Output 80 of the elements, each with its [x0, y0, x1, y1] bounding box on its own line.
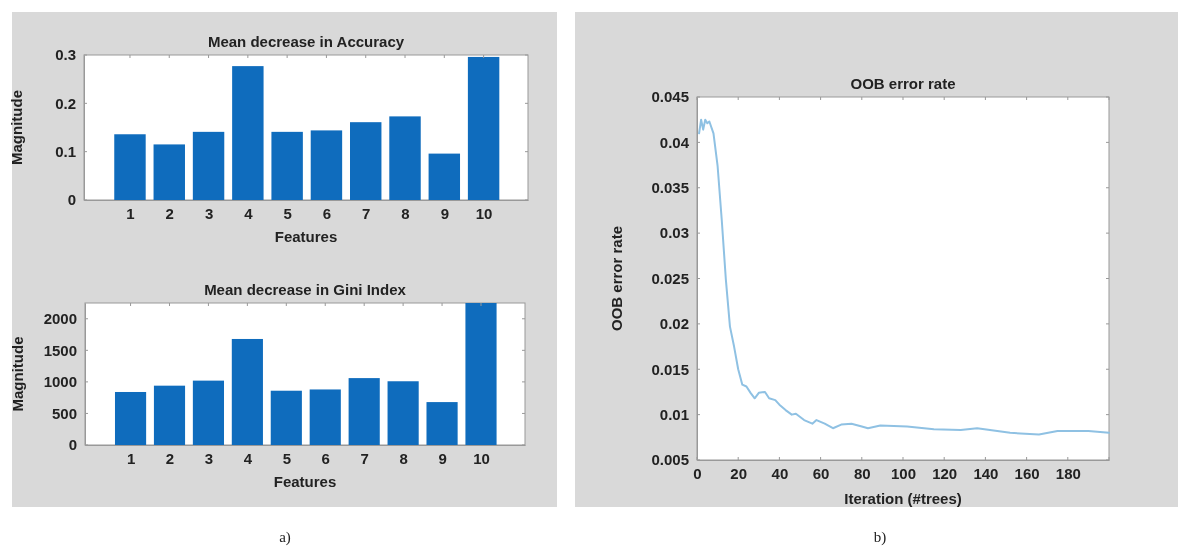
chart-title: OOB error rate: [850, 75, 956, 92]
bar: [467, 56, 500, 200]
bar: [192, 131, 225, 200]
y-axis-title: Magnitude: [8, 90, 25, 165]
x-tick-label: 7: [362, 204, 371, 222]
x-tick-label: 160: [1014, 464, 1040, 482]
x-tick-label: 8: [399, 449, 408, 467]
bar: [153, 385, 186, 445]
x-tick-label: 120: [932, 464, 958, 482]
x-tick-label: 5: [282, 449, 291, 467]
y-tick-label: 0: [67, 191, 76, 209]
bar: [310, 130, 343, 200]
y-axis-title: Magnitude: [9, 336, 26, 412]
x-tick-label: 180: [1055, 464, 1081, 482]
y-tick-label: 0.005: [651, 451, 689, 469]
x-tick-label: 6: [321, 449, 330, 467]
line-series: [698, 118, 1110, 436]
x-tick-label: 6: [322, 204, 332, 222]
x-tick-label: 3: [204, 204, 214, 222]
bar: [350, 122, 382, 200]
x-tick-label: 3: [204, 449, 214, 467]
bar: [114, 134, 146, 200]
bar: [465, 303, 497, 445]
x-tick-label: 1: [126, 449, 136, 467]
x-tick-label: 4: [243, 449, 253, 467]
x-tick-label: 60: [812, 464, 830, 482]
y-tick-label: 0.045: [651, 88, 689, 106]
y-tick-label: 1000: [43, 373, 77, 391]
x-tick-label: 40: [771, 464, 789, 482]
bar: [231, 338, 263, 445]
y-tick-label: 0.025: [651, 269, 689, 287]
x-tick-label: 2: [165, 204, 174, 222]
x-tick-label: 140: [973, 464, 999, 482]
chart-title: Mean decrease in Gini Index: [204, 281, 407, 298]
bar: [153, 144, 185, 200]
y-tick-label: 500: [51, 404, 77, 422]
bar: [192, 380, 225, 445]
bar: [271, 131, 303, 200]
y-tick-label: 0.01: [659, 405, 689, 423]
y-tick-label: 2000: [43, 310, 77, 328]
x-tick-label: 4: [244, 204, 254, 222]
x-tick-label: 9: [440, 204, 449, 222]
bar: [428, 153, 461, 200]
x-tick-label: 2: [165, 449, 175, 467]
y-tick-label: 0.02: [659, 315, 689, 333]
y-tick-label: 0.3: [55, 46, 76, 64]
bar: [114, 391, 147, 445]
x-tick-label: 8: [401, 204, 410, 222]
x-tick-label: 7: [360, 449, 369, 467]
bar: [270, 390, 302, 445]
y-tick-label: 0: [68, 436, 77, 454]
x-tick-label: 1: [126, 204, 135, 222]
chart-title: Mean decrease in Accuracy: [207, 33, 405, 50]
x-tick-label: 0: [693, 464, 702, 482]
y-tick-label: 0.04: [659, 133, 690, 151]
x-tick-label: 20: [730, 464, 748, 482]
x-tick-label: 5: [283, 204, 292, 222]
bar: [309, 389, 341, 445]
y-tick-label: 1500: [43, 341, 77, 359]
y-tick-label: 0.035: [651, 179, 689, 197]
x-tick-label: 9: [438, 449, 447, 467]
x-axis-title: Iteration (#trees): [844, 490, 962, 507]
x-tick-label: 10: [475, 204, 493, 222]
bar: [389, 116, 421, 200]
x-axis-title: Features: [274, 228, 338, 245]
text: b): [873, 529, 887, 546]
y-tick-label: 0.015: [651, 360, 689, 378]
text: a): [279, 529, 291, 546]
y-axis-title: OOB error rate: [608, 225, 625, 332]
bar: [232, 66, 264, 200]
bar: [387, 381, 419, 445]
y-tick-label: 0.1: [55, 142, 76, 160]
y-tick-label: 0.2: [55, 94, 76, 112]
x-tick-label: 80: [853, 464, 871, 482]
x-tick-label: 10: [473, 449, 490, 467]
y-tick-label: 0.03: [659, 224, 689, 242]
bar: [348, 378, 380, 445]
bar: [426, 402, 458, 445]
x-axis-title: Features: [273, 473, 337, 490]
x-tick-label: 100: [890, 464, 917, 482]
